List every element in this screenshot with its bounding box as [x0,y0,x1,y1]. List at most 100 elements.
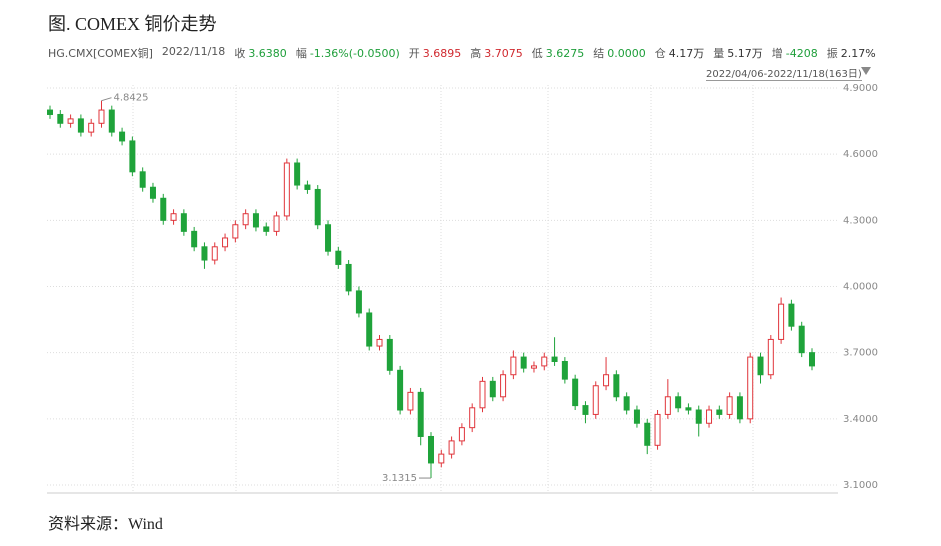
candle-body [129,140,136,173]
candle-body [304,184,311,190]
candle-body [397,369,404,411]
candle-body [644,422,651,446]
candle-body [139,171,146,188]
candle-body [180,213,187,232]
field-label: 结 [593,47,605,60]
candle-body [294,162,301,186]
candle-body [726,396,733,415]
candle-body [77,118,84,133]
candle-body [500,374,507,398]
candle-body [345,263,352,292]
max-leader [101,97,112,102]
candle-body [788,303,795,327]
candle-body [366,312,373,347]
candle-body [530,365,537,369]
candle-body [458,427,465,442]
candle-body [541,356,548,367]
y-tick-label: 3.4000 [843,414,878,425]
candle-body [479,380,486,409]
candle-body [335,250,342,265]
candle-body [664,396,671,415]
candle-body [438,453,445,464]
candle-body [314,188,321,226]
quote-info: HG.CMX[COMEX铜] 2022/11/18 收 3.6380 幅 -1.36%… [48,45,876,61]
candle-body [469,407,476,429]
quote-field: 幅 -1.36%(-0.0500) [296,45,400,61]
candle-body [572,378,579,407]
field-value: 3.6895 [422,47,462,60]
source-note: 资料来源：Wind [48,516,163,533]
candle-body [47,109,53,115]
v-grid [132,85,754,493]
quote-field: 增 -4208 [772,45,818,61]
candle-body [809,352,815,367]
candle-body [633,409,640,424]
candle-body [706,409,713,424]
candle-body [757,356,764,376]
quote-field: 低 3.6275 [532,45,585,61]
candle-body [355,290,362,314]
quote-field: 收 3.6380 [234,45,287,61]
candle-body [736,396,743,420]
field-label: 增 [771,47,783,60]
candle-body [57,113,64,124]
candle-body [160,197,167,221]
field-label: 量 [713,47,725,60]
y-tick-label: 3.7000 [843,348,878,359]
y-tick-label: 4.3000 [843,215,878,226]
field-label: 低 [531,47,543,60]
date-range[interactable]: 2022/04/06-2022/11/18(163日) [706,65,862,81]
candle-body [428,435,434,464]
chart-title: 图. COMEX 铜价走势 [48,14,217,34]
symbol: HG.CMX[COMEX铜] [48,47,153,60]
field-label: 开 [408,47,420,60]
candle-body [767,338,774,376]
field-label: 仓 [654,47,666,60]
candle-body [263,226,270,232]
candle-body [489,380,496,398]
candle-body [242,213,249,226]
candle-body [592,385,599,415]
candle-body [222,237,229,248]
candle-body [407,391,414,411]
candle-body [551,356,558,362]
candle-body [417,391,424,437]
y-tick-label: 4.9000 [843,83,878,94]
quote-field: 开 3.6895 [409,45,462,61]
candle-body [88,122,95,133]
candle-body [561,360,568,380]
field-label: 收 [234,47,246,60]
candle-body [623,396,630,411]
candle-body [798,325,805,354]
candle-body [603,374,610,387]
dropdown-arrow[interactable] [861,67,871,75]
candle-body [108,109,115,133]
candle-body [716,409,723,415]
field-value: 3.6380 [248,47,287,60]
candle-body [613,374,620,398]
field-label: 高 [470,47,482,60]
field-value: -4208 [785,47,818,60]
field-value: 3.6275 [545,47,585,60]
candle-body [520,356,527,369]
candle-body [170,213,177,221]
y-tick-label: 3.1000 [843,480,878,491]
field-value: 4.17万 [668,47,705,60]
candle-body [149,186,156,199]
max-label: 4.8425 [113,93,148,104]
candle-body [201,246,208,261]
candle-body [119,131,126,142]
quote-field: 高 3.7075 [470,45,523,61]
candle-body [98,109,105,124]
field-label: 振 [826,47,838,60]
candle-body [252,213,259,228]
field-label: 幅 [295,47,307,60]
candle-body [778,303,785,340]
field-value: 0.0000 [607,47,646,60]
candle-body [510,356,517,376]
quote-field: 仓 4.17万 [655,45,705,61]
candle-body [747,356,754,420]
y-tick-label: 4.0000 [843,282,878,293]
